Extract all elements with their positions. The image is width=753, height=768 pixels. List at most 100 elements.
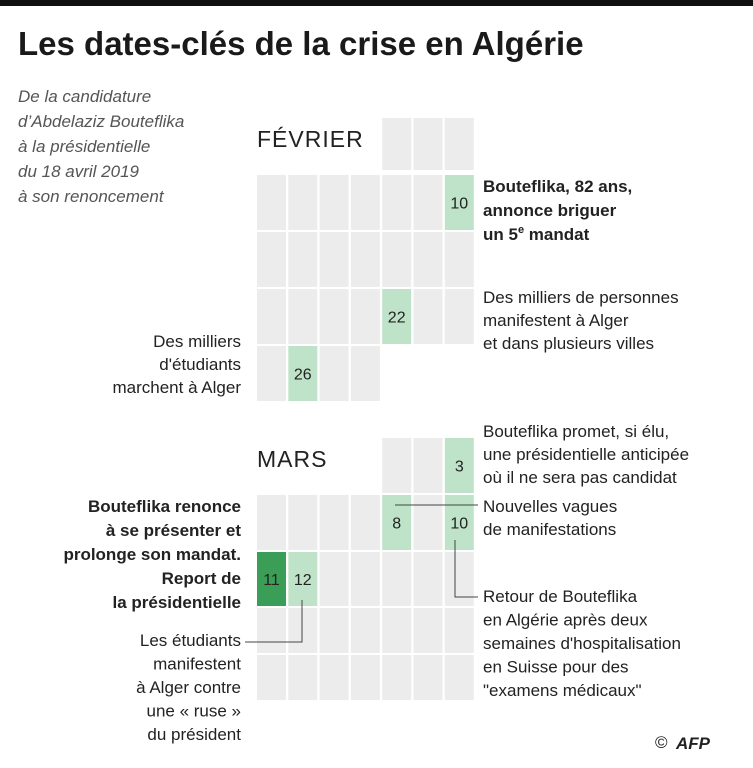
annotation-line: à se présenter et: [106, 521, 241, 540]
annotation-line: et dans plusieurs villes: [483, 334, 654, 353]
day-cell: [350, 346, 380, 401]
day-cell: [257, 608, 286, 653]
day-cell: [350, 552, 380, 606]
day-number: 10: [450, 516, 468, 533]
day-cell: [319, 495, 349, 550]
day-number: 22: [388, 310, 406, 327]
day-cell: [444, 608, 474, 653]
day-cell: [382, 118, 412, 170]
day-cell: [382, 175, 412, 230]
subtitle: De la candidature d’Abdelaziz Bouteflika à…: [18, 87, 184, 206]
day-cell: [350, 495, 380, 550]
annotation-line: manifestent à Alger: [483, 311, 629, 330]
day-cell: [257, 346, 286, 401]
day-cell: [319, 289, 349, 344]
top-bar: [0, 0, 753, 6]
day-cell: [257, 655, 286, 700]
annotation-line: annonce briguer: [483, 201, 617, 220]
day-cell: [350, 608, 380, 653]
day-cell: [288, 289, 318, 344]
day-number: 26: [294, 367, 312, 384]
day-cell: [288, 232, 318, 287]
day-cell: [413, 608, 443, 653]
day-cell: [257, 232, 286, 287]
annotation-line: semaines d'hospitalisation: [483, 634, 681, 653]
day-number: 12: [294, 572, 312, 589]
day-cell: [382, 438, 412, 493]
annotation-line: marchent à Alger: [112, 378, 241, 397]
day-cell: [382, 552, 412, 606]
day-cell: [257, 175, 286, 230]
day-cell: [444, 438, 474, 493]
day-cell: [382, 655, 412, 700]
day-cell: [288, 608, 318, 653]
day-cell: [319, 608, 349, 653]
day-cell: [288, 346, 318, 401]
annotation-line: Retour de Bouteflika: [483, 587, 638, 606]
day-cell: [444, 232, 474, 287]
day-number: 10: [450, 196, 468, 213]
annotation-line: Report de: [162, 569, 241, 588]
day-cell: [413, 175, 443, 230]
annotation-line: une « ruse »: [146, 702, 241, 721]
day-number: 8: [392, 516, 401, 533]
day-cell: [350, 175, 380, 230]
day-number: 11: [263, 572, 280, 589]
connector: [454, 540, 478, 598]
day-cell: [350, 232, 380, 287]
day-cell: [288, 175, 318, 230]
day-cell: [319, 232, 349, 287]
title: Les dates-clés de la crise en Algérie: [18, 25, 584, 62]
day-cell: [257, 495, 286, 550]
day-cell: [413, 552, 443, 606]
day-cell: [288, 552, 318, 606]
day-cell: [319, 655, 349, 700]
day-cell: [350, 655, 380, 700]
annotation-line: la présidentielle: [113, 593, 242, 612]
subtitle-line: d’Abdelaziz Bouteflika: [18, 112, 184, 131]
day-cell: [413, 655, 443, 700]
subtitle-line: à son renoncement: [18, 187, 165, 206]
subtitle-line: du 18 avril 2019: [18, 162, 140, 181]
day-cell: [413, 118, 443, 170]
annotation-line: Les étudiants: [140, 631, 241, 650]
connector: [245, 600, 303, 643]
annotation-line: une présidentielle anticipée: [483, 445, 689, 464]
day-cell: [382, 495, 412, 550]
day-cell: [413, 495, 443, 550]
annotation-line: manifestent: [153, 655, 241, 674]
annotation-line: un 5e mandat: [483, 224, 590, 244]
day-cell: [413, 232, 443, 287]
day-cell: [257, 552, 286, 606]
month-name: FÉVRIER: [257, 126, 364, 152]
day-cell: [413, 289, 443, 344]
day-cell: [444, 495, 474, 550]
day-cell: [288, 655, 318, 700]
day-cell: [413, 438, 443, 493]
annotations: Bouteflika, 82 ans, annonce briguer un 5e …: [63, 177, 689, 744]
day-cell: [444, 118, 474, 170]
day-cell: [444, 175, 474, 230]
day-cell: [444, 552, 474, 606]
annotation-line: où il ne sera pas candidat: [483, 468, 677, 487]
annotation-line: en Suisse pour des: [483, 658, 629, 677]
annotation-line: Des milliers de personnes: [483, 288, 679, 307]
annotation-line: prolonge son mandat.: [63, 545, 241, 564]
day-cell: [382, 232, 412, 287]
day-cell: [382, 289, 412, 344]
annotation-line: Nouvelles vagues: [483, 497, 617, 516]
month-name: MARS: [257, 446, 327, 472]
annotation-line: du président: [147, 725, 241, 744]
annotation-line: de manifestations: [483, 520, 616, 539]
day-cell: [444, 289, 474, 344]
day-cell: [319, 552, 349, 606]
day-number: 3: [455, 459, 464, 476]
annotation-line: Bouteflika renonce: [88, 497, 241, 516]
day-cell: [319, 346, 349, 401]
day-cell: [350, 289, 380, 344]
day-cell: [319, 175, 349, 230]
subtitle-line: De la candidature: [18, 87, 151, 106]
copyright: ©: [655, 733, 668, 752]
day-cell: [382, 608, 412, 653]
